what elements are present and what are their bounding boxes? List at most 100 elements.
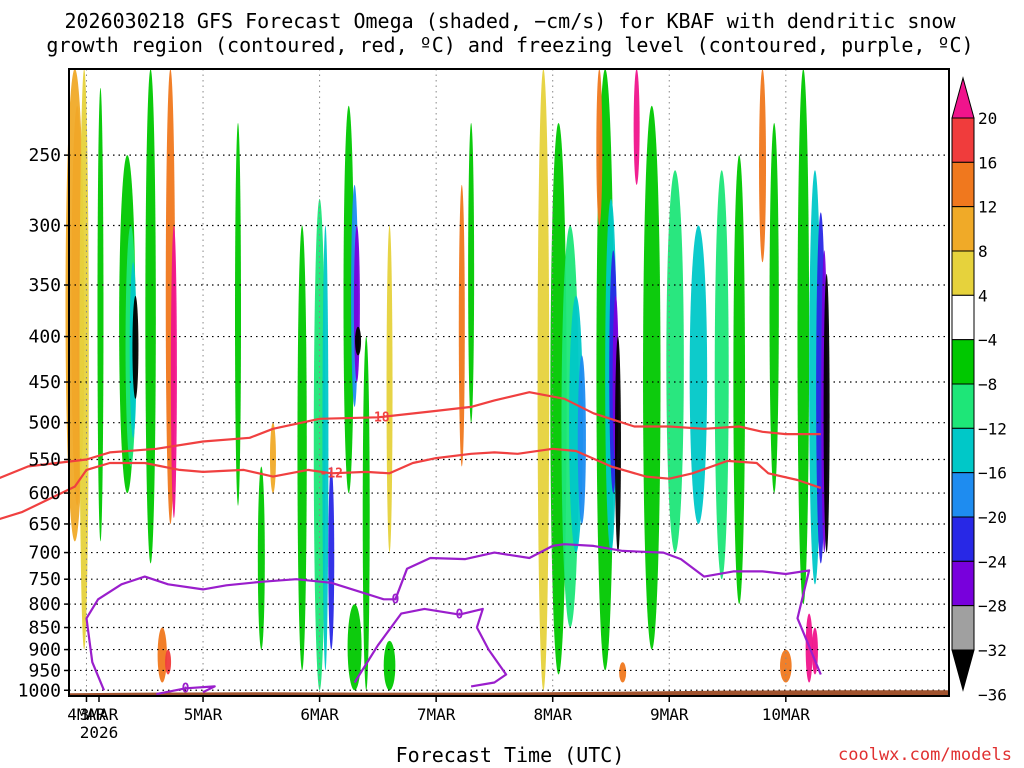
omega-cell-41	[596, 69, 603, 226]
x-tick-label-2: 5MAR	[184, 705, 223, 724]
y-tick-label-700: 700	[28, 543, 61, 564]
chart-title-line-1: 2026030218 GFS Forecast Omega (shaded, −…	[64, 9, 956, 33]
colorbar-swatch-1	[951, 117, 975, 163]
contour-line-4	[156, 685, 216, 696]
contour-label-0: -18	[366, 410, 390, 425]
omega-cell-24	[355, 326, 362, 356]
colorbar-label-12: −32	[978, 641, 1007, 660]
contour-line-0	[0, 391, 821, 480]
y-tick-label-750: 750	[28, 569, 61, 590]
colorbar-label-6: −8	[978, 375, 997, 394]
colorbar-swatch-2	[951, 161, 975, 208]
y-tick-label-450: 450	[28, 372, 61, 393]
y-tick-label-650: 650	[28, 514, 61, 535]
x-tick-label-7: 10MAR	[762, 705, 811, 724]
colorbar-label-0: 20	[978, 109, 997, 128]
y-tick-label-1000: 1000	[18, 680, 61, 701]
omega-cell-11	[170, 225, 177, 518]
chart-title-line-2: growth region (contoured, red, ºC) and f…	[46, 33, 973, 57]
omega-cell-30	[468, 122, 475, 423]
colorbar-label-10: −24	[978, 552, 1007, 571]
omega-cell-13	[165, 649, 172, 675]
colorbar-swatch-11	[951, 560, 975, 607]
colorbar-label-1: 16	[978, 153, 997, 172]
colorbar-label-4: 4	[978, 286, 988, 305]
colorbar-label-13: −36	[978, 685, 1007, 704]
omega-cell-25	[362, 336, 370, 691]
omega-cell-35	[577, 355, 586, 524]
x-tick-label-3: 6MAR	[300, 705, 339, 724]
y-tick-label-250: 250	[28, 145, 61, 166]
omega-cell-8	[132, 295, 139, 399]
omega-cell-28	[383, 640, 396, 691]
y-tick-label-350: 350	[28, 275, 61, 296]
omega-cell-27	[347, 604, 362, 691]
y-tick-label-500: 500	[28, 413, 61, 434]
omega-cell-21	[343, 105, 354, 494]
omega-cell-47	[714, 170, 729, 580]
x-tick-label-5: 8MAR	[533, 705, 572, 724]
contour-label-3: 0	[456, 608, 464, 623]
contour-line-3	[353, 607, 508, 688]
x-tick-label-1: 4MAR	[67, 705, 106, 724]
omega-cell-51	[797, 69, 810, 605]
plot-area: -18 -12 0 0 0	[0, 68, 950, 697]
omega-cell-55	[823, 273, 830, 553]
colorbar-swatch-12	[951, 605, 975, 651]
omega-cell-14	[235, 122, 242, 506]
x-axis-label: Forecast Time (UTC)	[396, 743, 625, 767]
omega-cell-15	[257, 466, 265, 650]
contour-label-4: 0	[182, 681, 190, 696]
colorbar-cap-bottom	[951, 649, 975, 692]
omega-cell-19	[322, 225, 329, 671]
omega-cell-3	[79, 69, 89, 650]
omega-cell-42	[633, 69, 640, 185]
y-tick-label-950: 950	[28, 660, 61, 681]
omega-cell-20	[328, 466, 335, 650]
omega-cell-9	[145, 68, 156, 564]
y-tick-label-300: 300	[28, 216, 61, 237]
omega-cell-48	[733, 155, 746, 605]
colorbar-swatch-8	[951, 427, 975, 474]
colorbar-label-7: −12	[978, 419, 1007, 438]
omega-cell-17	[297, 225, 307, 671]
x-tick-label-0: 3MAR	[80, 705, 119, 724]
omega-cell-44	[643, 105, 661, 650]
colorbar-swatch-10	[951, 516, 975, 562]
omega-cell-29	[458, 184, 465, 467]
colorbar-label-2: 12	[978, 198, 997, 217]
colorbar-swatch-7	[951, 383, 975, 429]
contour-label-1: -12	[320, 466, 343, 481]
x-tick-label-4: 7MAR	[417, 705, 456, 724]
temperature-contours: -18 -12 0 0 0	[0, 391, 822, 696]
y-tick-label-850: 850	[28, 618, 61, 639]
colorbar-label-8: −16	[978, 464, 1007, 483]
terrain-surface	[69, 690, 949, 696]
colorbar-swatch-4	[951, 250, 975, 296]
contour-line-1	[0, 447, 822, 521]
pressure-axis: 2503003504004505005506006507007508008509…	[18, 145, 69, 701]
omega-cell-26	[386, 225, 393, 553]
colorbar-label-11: −28	[978, 597, 1007, 616]
y-tick-label-400: 400	[28, 327, 61, 348]
omega-cell-12	[157, 627, 167, 683]
omega-cell-31	[537, 69, 550, 691]
omega-cell-43	[619, 662, 627, 683]
x-tick-label-6: 9MAR	[650, 705, 689, 724]
x-tick-sublabel-0: 2026	[80, 723, 119, 742]
omega-cell-46	[689, 225, 708, 524]
y-tick-label-600: 600	[28, 483, 61, 504]
colorbar-swatch-6	[951, 339, 975, 385]
omega-cell-49	[759, 69, 767, 263]
y-tick-label-900: 900	[28, 640, 61, 661]
omega-cell-40	[614, 336, 621, 553]
colorbar-swatch-9	[951, 472, 975, 518]
colorbar-swatch-3	[951, 206, 975, 252]
colorbar-label-5: −4	[978, 331, 997, 350]
colorbar-swatch-5	[951, 294, 975, 341]
omega-cell-23	[353, 225, 360, 383]
omega-cell-58	[779, 649, 792, 683]
omega-cell-16	[269, 422, 276, 494]
